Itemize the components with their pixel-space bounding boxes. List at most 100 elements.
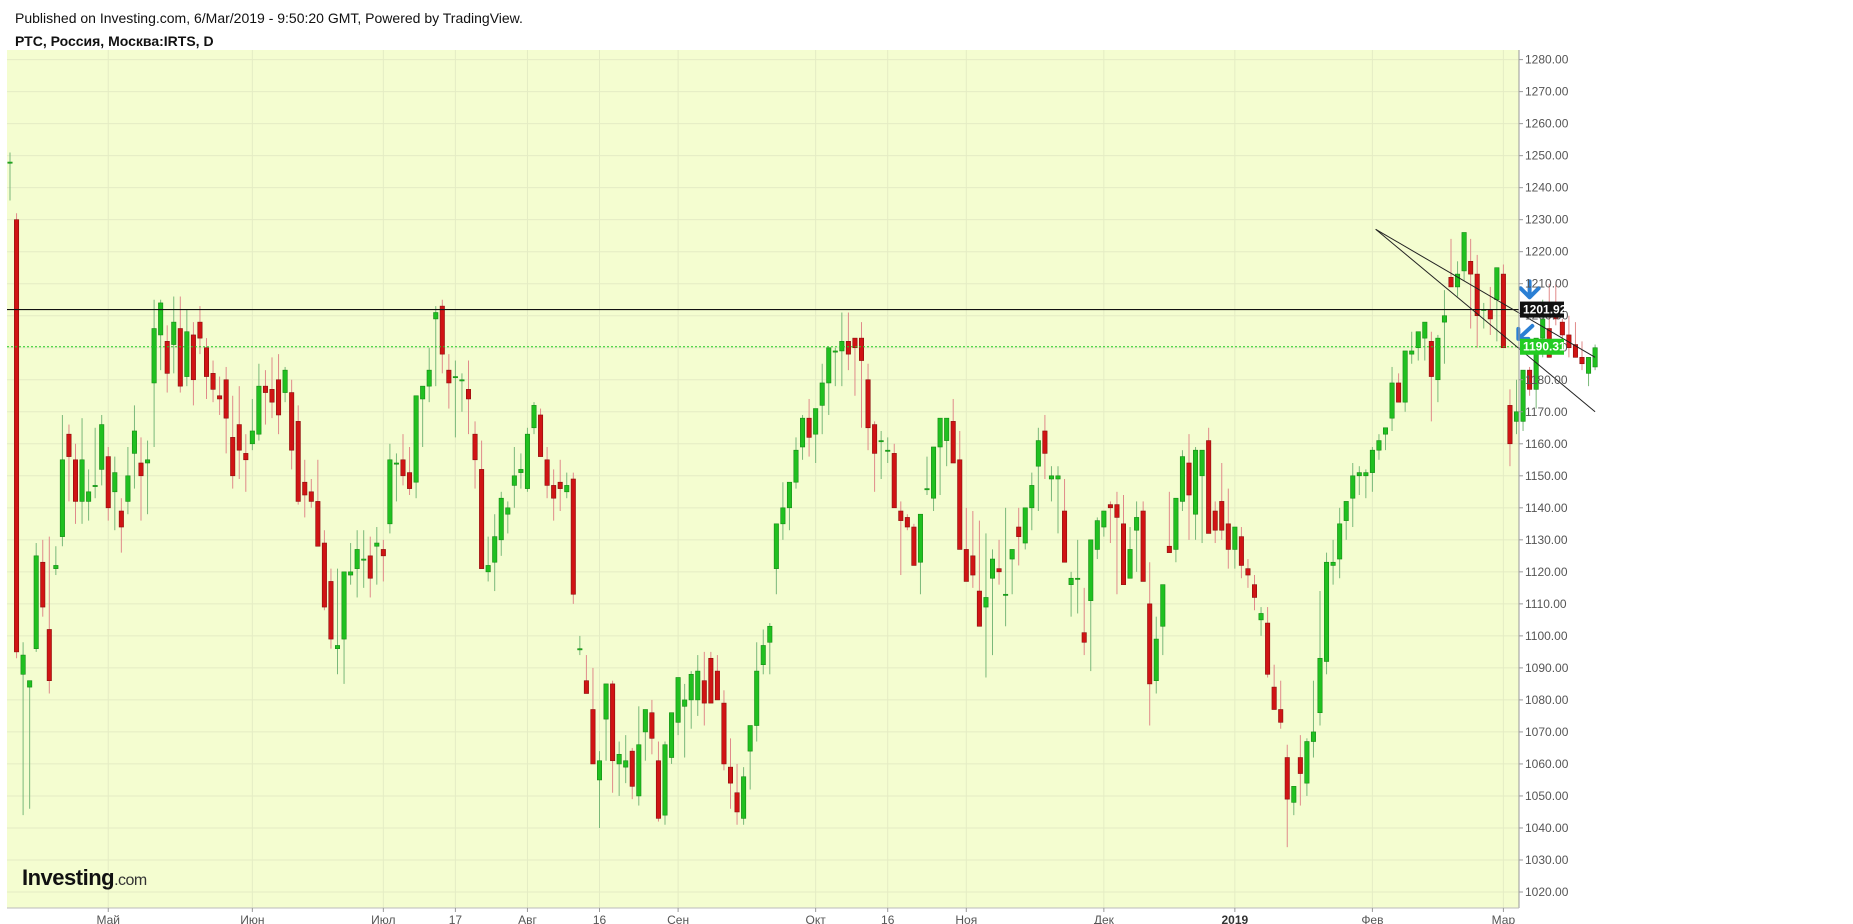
candle	[773, 523, 779, 595]
y-tick-label: 1250.00	[1525, 149, 1569, 163]
candle	[1383, 427, 1389, 451]
candle-body-down	[1042, 430, 1048, 454]
candle-body-down	[1062, 510, 1068, 563]
candle	[1252, 575, 1258, 611]
candle	[204, 338, 210, 399]
candle	[1317, 591, 1323, 726]
candle-body-down	[1500, 273, 1506, 349]
candle-body-up	[1055, 475, 1061, 480]
candle	[531, 402, 537, 435]
candle	[1055, 466, 1061, 534]
candle-body-up	[112, 472, 118, 493]
candle	[1369, 446, 1375, 492]
candle	[92, 427, 98, 499]
candle	[46, 536, 52, 694]
candle	[1127, 527, 1133, 579]
candle-body-down	[407, 472, 413, 489]
candle-body-up	[282, 369, 288, 393]
candle-body-down	[858, 337, 864, 361]
candle	[623, 735, 629, 784]
candle	[1435, 334, 1441, 403]
level-price-label: 1201.92	[1520, 301, 1567, 318]
candle-body-down	[1121, 523, 1127, 585]
candle	[937, 417, 943, 496]
candle-body-up	[767, 625, 773, 643]
candle-body-down	[446, 369, 452, 384]
candle	[1324, 552, 1330, 675]
candle-body-up	[158, 302, 164, 336]
candle-body-up	[256, 385, 262, 435]
candle	[99, 414, 105, 486]
candle	[675, 677, 681, 736]
candle	[551, 469, 557, 521]
candle	[655, 741, 661, 822]
x-tick-label: Дек	[1094, 913, 1115, 924]
y-tick-label: 1240.00	[1525, 181, 1569, 195]
candle	[1173, 497, 1179, 563]
price-labels: 1201.92 1190.31	[1520, 301, 1567, 355]
candle	[734, 763, 740, 825]
candle	[590, 667, 596, 765]
candle-body-down	[1428, 341, 1434, 377]
candle	[682, 683, 688, 758]
candle	[1337, 507, 1343, 579]
candle-body-up	[92, 485, 98, 487]
candle	[813, 408, 819, 463]
candle	[872, 421, 878, 492]
candle-body-up	[348, 571, 354, 576]
candle	[1022, 507, 1028, 550]
candle-body-up	[387, 459, 393, 525]
candle-body-down	[904, 517, 910, 528]
candle	[629, 747, 635, 800]
candle-body-up	[754, 670, 760, 726]
candle	[184, 309, 190, 387]
candle-body-up	[675, 677, 681, 723]
candle	[1068, 571, 1074, 617]
candle	[636, 706, 642, 806]
candle-body-down	[204, 347, 210, 377]
candle-body-up	[1514, 411, 1520, 422]
candle-body-up	[492, 536, 498, 563]
annotation-arrow	[1518, 279, 1541, 300]
candle-body-down	[46, 629, 52, 681]
candle	[230, 395, 236, 489]
candle	[1088, 539, 1094, 672]
x-tick-label: Июн	[240, 913, 264, 924]
candle	[721, 690, 727, 771]
candle	[570, 472, 576, 604]
x-tick-label: 17	[449, 913, 463, 924]
candle-body-down	[911, 526, 917, 566]
candle	[407, 446, 413, 496]
candle	[433, 306, 439, 387]
candle-body-down	[1559, 321, 1565, 336]
candle	[341, 571, 347, 684]
y-tick-label: 1260.00	[1525, 117, 1569, 131]
candle	[1199, 449, 1205, 544]
candle-body-down	[970, 555, 976, 576]
candle-body-down	[164, 341, 170, 374]
candle-body-up	[145, 459, 151, 464]
x-tick-label: Май	[96, 913, 120, 924]
candle-body-up	[1022, 507, 1028, 544]
candle-body-up	[760, 645, 766, 665]
candle	[957, 430, 963, 550]
candle	[348, 543, 354, 585]
candle	[40, 539, 46, 617]
candle	[1533, 337, 1539, 409]
candle	[885, 437, 891, 463]
candle	[73, 443, 79, 524]
candle	[1376, 434, 1382, 460]
candle-body-up	[334, 645, 340, 649]
candle-body-up	[485, 565, 491, 573]
candle	[832, 347, 838, 387]
candle	[223, 366, 229, 454]
candle-body-down	[1114, 504, 1120, 518]
candle	[1062, 479, 1068, 563]
candle-body-down	[1225, 523, 1231, 550]
y-tick-label: 1210.00	[1525, 277, 1569, 291]
candle-body-up	[937, 417, 943, 448]
candle	[649, 699, 655, 755]
candle	[1206, 427, 1212, 534]
candle	[996, 539, 1002, 585]
